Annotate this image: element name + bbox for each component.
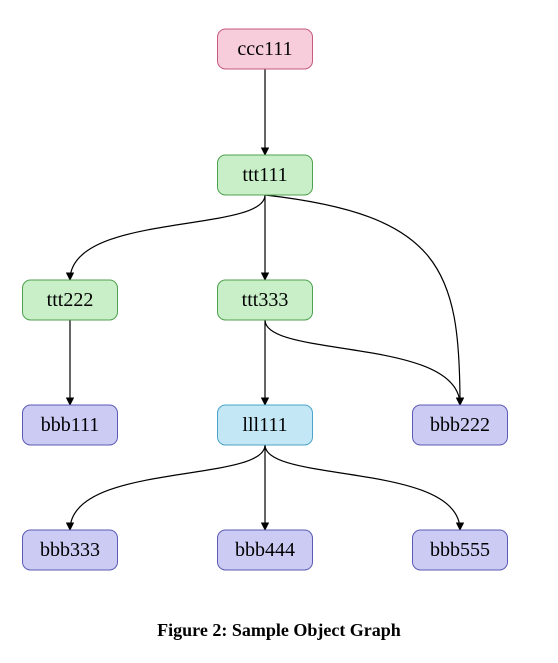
edge-ttt333-bbb222	[265, 320, 460, 405]
node-bbb222: bbb222	[413, 405, 508, 445]
node-label-bbb444: bbb444	[235, 539, 295, 561]
node-ttt111: ttt111	[218, 155, 313, 195]
node-label-ccc111: ccc111	[237, 38, 292, 60]
node-bbb111: bbb111	[23, 405, 118, 445]
edge-ttt111-ttt222	[70, 195, 265, 280]
node-label-bbb111: bbb111	[41, 414, 100, 436]
diagram-container: ccc111 ttt111 ttt222 ttt333 bbb111 lll111 bbb2…	[0, 0, 558, 663]
node-label-ttt111: ttt111	[242, 164, 287, 186]
node-label-bbb555: bbb555	[430, 539, 490, 561]
graph-svg: ccc111 ttt111 ttt222 ttt333 bbb111 lll111 bbb2…	[0, 0, 558, 600]
edge-lll111-bbb333	[70, 445, 265, 530]
node-label-ttt222: ttt222	[47, 289, 94, 311]
node-ccc111: ccc111	[218, 29, 313, 69]
edge-lll111-bbb555	[265, 445, 460, 530]
node-lll111: lll111	[218, 405, 313, 445]
node-label-lll111: lll111	[242, 414, 287, 436]
node-bbb555: bbb555	[413, 530, 508, 570]
node-ttt333: ttt333	[218, 280, 313, 320]
node-bbb333: bbb333	[23, 530, 118, 570]
node-label-ttt333: ttt333	[242, 289, 289, 311]
node-label-bbb222: bbb222	[430, 414, 490, 436]
node-ttt222: ttt222	[23, 280, 118, 320]
figure-caption: Figure 2: Sample Object Graph	[0, 620, 558, 641]
node-label-bbb333: bbb333	[40, 539, 100, 561]
node-bbb444: bbb444	[218, 530, 313, 570]
